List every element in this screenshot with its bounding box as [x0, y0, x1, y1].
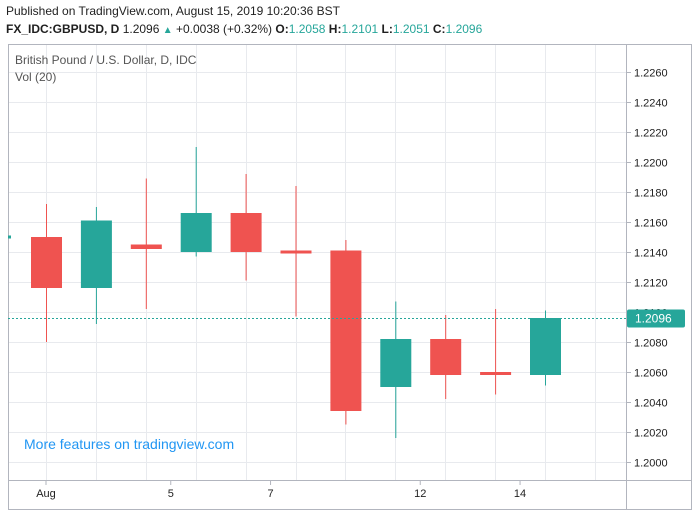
last-price-badge-text: 1.2096 [635, 312, 672, 326]
price-tick-label: 1.2040 [634, 398, 668, 410]
time-tick-label: 12 [414, 488, 426, 500]
last-price-label: 1.2096 [122, 22, 160, 36]
price-tick-label: 1.2120 [634, 278, 668, 290]
partial-candle [8, 235, 11, 239]
price-tick-label: 1.2260 [634, 68, 668, 80]
symbol-label: FX_IDC:GBPUSD, D [6, 22, 120, 36]
price-tick-label: 1.2240 [634, 98, 668, 110]
candle[interactable] [130, 178, 162, 310]
high-value: 1.2101 [341, 22, 379, 36]
candle[interactable] [430, 315, 462, 399]
price-tick-label: 1.2140 [634, 248, 668, 260]
last-price-badge: 1.2096 [627, 309, 685, 328]
candle[interactable] [31, 204, 62, 342]
candle[interactable] [380, 301, 412, 439]
candle[interactable] [330, 240, 362, 425]
time-tick-label: 14 [514, 488, 526, 500]
price-tick-label: 1.2020 [634, 428, 668, 440]
candle-body [430, 339, 462, 375]
time-axis[interactable]: Aug 5 7 12 14 [36, 480, 526, 500]
candle-body [480, 372, 512, 375]
low-label: L: [381, 22, 393, 36]
legend-volume: Vol (20) [15, 70, 56, 84]
change-label: +0.0038 (+0.32%) [175, 22, 273, 36]
high-label: H: [328, 22, 342, 36]
price-axis[interactable]: 1.20001.20201.20401.20601.20801.21001.21… [626, 68, 668, 470]
legend-title: British Pound / U.S. Dollar, D, IDC [15, 53, 197, 67]
price-tick-label: 1.2080 [634, 338, 668, 350]
ohlc-header: FX_IDC:GBPUSD, D 1.2096 ▲ +0.0038 (+0.32… [6, 22, 482, 36]
price-tick-label: 1.2180 [634, 188, 668, 200]
candle-body [280, 250, 312, 254]
candle-body [31, 237, 62, 288]
close-value: 1.2096 [445, 22, 483, 36]
price-tick-label: 1.2220 [634, 128, 668, 140]
candle-body [80, 220, 112, 288]
price-tick-label: 1.2000 [634, 458, 668, 470]
candle[interactable] [480, 309, 512, 395]
candle[interactable] [530, 310, 561, 386]
candle[interactable] [230, 174, 262, 281]
candle[interactable] [180, 147, 212, 257]
time-tick-label: 5 [168, 488, 174, 500]
candle-body [530, 318, 561, 375]
time-tick-label: 7 [267, 488, 273, 500]
open-label: O: [275, 22, 289, 36]
published-caption: Published on TradingView.com, August 15,… [6, 4, 341, 18]
candle[interactable] [80, 207, 112, 324]
candle-body [330, 250, 362, 411]
low-value: 1.2051 [392, 22, 430, 36]
price-tick-label: 1.2160 [634, 218, 668, 230]
price-tick-label: 1.2060 [634, 368, 668, 380]
open-value: 1.2058 [288, 22, 326, 36]
candle-body [180, 213, 212, 252]
close-label: C: [432, 22, 446, 36]
price-tick-label: 1.2200 [634, 158, 668, 170]
candle-body [380, 339, 412, 387]
time-tick-label: Aug [36, 488, 56, 500]
candle-body [230, 213, 262, 252]
candle-body [130, 244, 162, 249]
up-triangle-icon: ▲ [162, 25, 173, 36]
candles[interactable] [8, 147, 561, 438]
candle[interactable] [280, 186, 312, 317]
watermark-link[interactable]: More features on tradingview.com [24, 436, 234, 452]
